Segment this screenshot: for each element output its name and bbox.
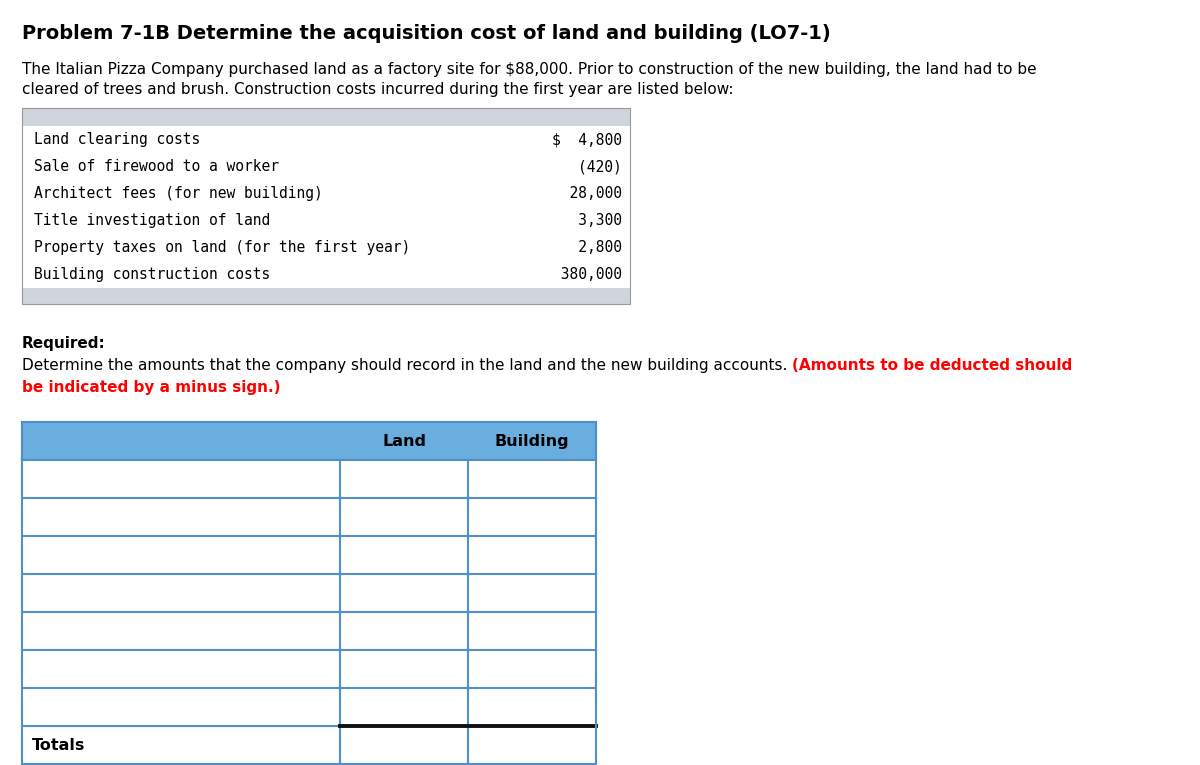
Text: Architect fees (for new building): Architect fees (for new building) (34, 186, 323, 201)
Bar (22, 153, 630, 180)
Bar (22, 460, 596, 498)
Bar (22, 261, 630, 288)
Bar (22, 108, 630, 126)
Text: cleared of trees and brush. Construction costs incurred during the first year ar: cleared of trees and brush. Construction… (22, 82, 733, 97)
Text: (420): (420) (544, 159, 622, 174)
Text: Building: Building (494, 434, 569, 448)
Text: Land: Land (382, 434, 426, 448)
Text: 380,000: 380,000 (552, 267, 622, 282)
Text: Totals: Totals (32, 737, 85, 753)
Text: Sale of firewood to a worker: Sale of firewood to a worker (34, 159, 278, 174)
Text: 2,800: 2,800 (552, 240, 622, 255)
Bar (22, 498, 596, 536)
Bar (22, 126, 630, 153)
Text: $  4,800: $ 4,800 (552, 132, 622, 147)
Text: (Amounts to be deducted should: (Amounts to be deducted should (792, 358, 1073, 373)
Bar (22, 612, 596, 650)
Text: Building construction costs: Building construction costs (34, 267, 270, 282)
Bar (22, 422, 596, 460)
Bar (22, 180, 630, 207)
Text: Required:: Required: (22, 336, 106, 351)
Bar (22, 574, 596, 612)
Text: Land clearing costs: Land clearing costs (34, 132, 200, 147)
Bar (22, 422, 596, 764)
Bar (22, 536, 596, 574)
Bar (22, 688, 596, 726)
Bar (22, 726, 596, 764)
Bar (22, 207, 630, 234)
Bar (22, 108, 630, 304)
Bar (22, 650, 596, 688)
Text: Title investigation of land: Title investigation of land (34, 213, 270, 228)
Text: Problem 7-1B Determine the acquisition cost of land and building (LO7-1): Problem 7-1B Determine the acquisition c… (22, 24, 830, 43)
Text: 28,000: 28,000 (552, 186, 622, 201)
Text: The Italian Pizza Company purchased land as a factory site for $88,000. Prior to: The Italian Pizza Company purchased land… (22, 62, 1037, 77)
Text: Determine the amounts that the company should record in the land and the new bui: Determine the amounts that the company s… (22, 358, 792, 373)
Bar (22, 288, 630, 304)
Bar (22, 234, 630, 261)
Text: 3,300: 3,300 (552, 213, 622, 228)
Text: Property taxes on land (for the first year): Property taxes on land (for the first ye… (34, 240, 410, 255)
Text: be indicated by a minus sign.): be indicated by a minus sign.) (22, 380, 281, 395)
